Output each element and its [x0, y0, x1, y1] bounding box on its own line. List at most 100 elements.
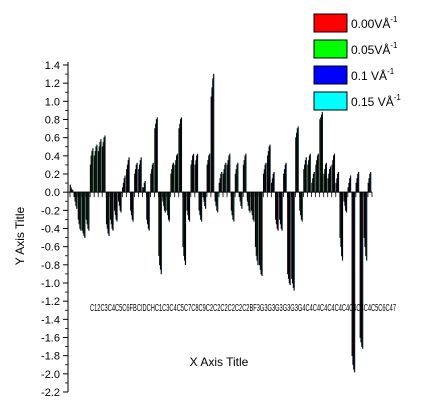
legend-label: 0.1 VÅ-1 [351, 67, 395, 83]
bar-C57-series-4 [297, 126, 299, 193]
bar-C42-series-4 [237, 162, 239, 193]
bar-C48-series-4 [261, 191, 263, 277]
bar-C24-series-4 [164, 191, 166, 213]
bar-C16-series-4 [132, 191, 134, 222]
y-axis-title: Y Axis Title [13, 206, 27, 265]
axis-layer: 1.4 1.2 1.0 0.8 0.6 0.4 0.2 0.0 -0.2 -0.4 -0.6 -0.8… [41, 60, 373, 399]
y-tick-label: -2.0 [41, 369, 60, 381]
bar-C74-series-4 [366, 191, 368, 261]
bar-C4-series-4 [84, 191, 86, 238]
bar-C73-series-4 [362, 191, 364, 349]
legend-label: 0.00VÅ-1 [351, 15, 398, 31]
bar-C71-series-4 [353, 191, 356, 373]
y-tick-label: 0.4 [45, 151, 60, 163]
legend-swatch [313, 65, 348, 85]
y-tick-label: 0.0 [45, 187, 60, 199]
bar-C63-series-4 [321, 111, 323, 193]
bar-C43-series-4 [241, 191, 243, 209]
bar-C14-series-4 [124, 175, 126, 193]
bar-C27-series-4 [176, 153, 179, 193]
bar-C28-series-4 [180, 117, 183, 193]
bar-C68-series-4 [341, 191, 344, 261]
bar-C33-series-4 [200, 191, 203, 222]
bar-C10-series-4 [108, 191, 110, 237]
bar-C44-series-4 [245, 153, 247, 193]
bar-C11-series-4 [112, 191, 114, 231]
y-tick-label: 0.6 [45, 133, 60, 145]
bar-C21-series-4 [152, 162, 154, 193]
bar-C20-series-4 [148, 191, 150, 231]
y-tick-label: 1.2 [45, 78, 60, 90]
bar-C3-series-4 [80, 191, 82, 231]
y-tick-label: -0.8 [41, 260, 60, 272]
bar-C17-series-4 [136, 162, 138, 193]
legend-label: 0.05VÅ-1 [351, 41, 398, 57]
bar-C6-series-4 [92, 148, 94, 193]
y-tick-label: -1.4 [41, 314, 60, 326]
x-tick-labels: C12C3C4C5C6FBCIDCHC1C3C4C5C7C8C9C2C2C2C2… [90, 303, 396, 314]
bar-C32-series-4 [196, 153, 199, 193]
y-tick-label: 1.0 [45, 96, 60, 108]
bar-C34-series-4 [205, 191, 207, 209]
bar-C26-series-4 [172, 162, 174, 193]
bar-C29-series-4 [184, 191, 187, 266]
y-tick-label: -1.8 [41, 351, 60, 363]
bar-C66-series-4 [333, 153, 336, 193]
bar-C53-series-4 [281, 191, 283, 231]
bar-C41-series-4 [233, 191, 235, 222]
bar-C64-series-4 [325, 162, 328, 193]
bar-C39-series-4 [225, 162, 227, 193]
bar-C47-series-4 [257, 191, 259, 266]
bar-C9-series-4 [104, 135, 106, 193]
bar-C60-series-4 [309, 153, 311, 193]
legend-swatch [313, 13, 348, 33]
y-tick-label: 1.4 [45, 60, 60, 72]
x-axis-title: X Axis Title [190, 355, 249, 369]
bar-C19-series-4 [144, 180, 146, 193]
bar-C54-series-4 [285, 162, 287, 193]
bar-C56-series-4 [293, 191, 295, 291]
bar-C40-series-4 [229, 153, 231, 193]
bar-C5-series-4 [88, 191, 90, 231]
bar-C8-series-4 [100, 139, 102, 193]
bar-C38-series-4 [221, 171, 223, 193]
bar-C49-series-4 [265, 162, 267, 193]
bar-C62-series-4 [317, 153, 319, 193]
bar-C59-series-4 [305, 157, 307, 193]
y-tick-label: -1.0 [41, 278, 60, 290]
bar-C61-series-4 [313, 171, 315, 193]
bar-C35-series-4 [209, 153, 211, 193]
y-tick-label: -1.6 [41, 333, 60, 345]
y-tick-label: -0.2 [41, 205, 60, 217]
bar-C22-series-4 [156, 117, 158, 193]
bar-C65-series-4 [329, 166, 332, 193]
bar-C37-series-4 [217, 191, 219, 213]
bar-C46-series-4 [253, 191, 255, 222]
bar-C7-series-4 [96, 144, 98, 193]
bar-C75-series-4 [370, 171, 372, 193]
y-tick-label: -1.2 [41, 296, 60, 308]
bars-layer [69, 73, 372, 373]
bar-C12-series-4 [116, 191, 118, 222]
legend-swatch [313, 39, 348, 59]
bar-C31-series-4 [192, 153, 195, 193]
bar-C36-series-4 [213, 73, 215, 193]
y-tick-label: 0.2 [45, 169, 60, 181]
legend: 0.00VÅ-1 0.05VÅ-1 0.1 VÅ-1 0.15 VÅ-1 [313, 13, 401, 111]
bar-C51-series-4 [273, 171, 275, 193]
bar-C18-series-4 [140, 157, 142, 193]
y-tick-label: -2.2 [41, 387, 60, 399]
bar-C45-series-4 [249, 191, 251, 213]
bar-C50-series-4 [269, 144, 271, 193]
bar-C67-series-4 [337, 171, 340, 193]
y-tick-label: -0.4 [41, 224, 60, 236]
y-tick-label: -0.6 [41, 242, 60, 254]
bar-C55-series-4 [289, 191, 291, 286]
bar-C15-series-4 [128, 157, 130, 193]
bar-C2-series-4 [76, 191, 78, 209]
bar-C58-series-4 [301, 191, 303, 222]
bar-C70-series-4 [349, 175, 352, 193]
legend-label: 0.15 VÅ-1 [351, 93, 401, 109]
